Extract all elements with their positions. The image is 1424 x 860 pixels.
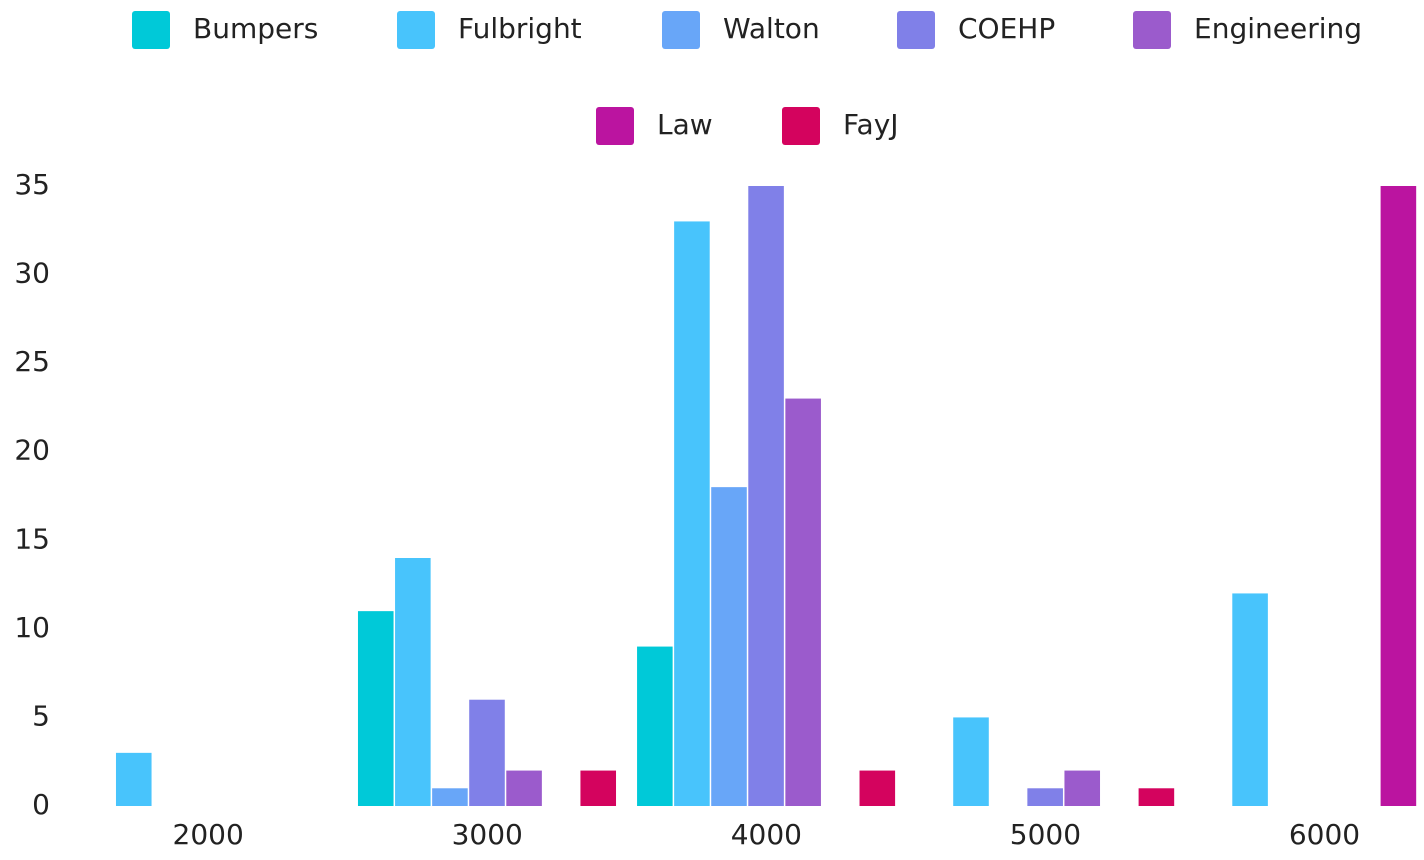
- y-tick-label: 20: [14, 434, 50, 467]
- legend-swatch: [662, 11, 700, 49]
- legend-label: Walton: [723, 12, 820, 45]
- bar: [711, 487, 747, 806]
- bar: [1064, 770, 1101, 806]
- bar: [580, 770, 617, 806]
- bar: [859, 770, 896, 806]
- bar: [748, 186, 784, 806]
- legend-swatch: [782, 107, 820, 145]
- y-tick-label: 15: [14, 522, 50, 555]
- bar: [506, 770, 542, 806]
- bar: [115, 752, 152, 806]
- bar: [785, 398, 821, 806]
- y-tick-label: 25: [14, 345, 50, 378]
- y-tick-label: 30: [14, 257, 50, 290]
- bar: [637, 646, 673, 806]
- x-tick-label: 5000: [1010, 818, 1081, 851]
- y-tick-label: 35: [14, 168, 50, 201]
- legend-swatch: [397, 11, 435, 49]
- legend-swatch: [1133, 11, 1171, 49]
- x-tick-label: 6000: [1289, 818, 1360, 851]
- y-tick-label: 10: [14, 611, 50, 644]
- x-tick-label: 3000: [452, 818, 523, 851]
- bar: [1027, 788, 1063, 806]
- legend-swatch: [897, 11, 935, 49]
- legend-swatch: [132, 11, 170, 49]
- bar: [1138, 788, 1175, 806]
- bar: [357, 611, 394, 806]
- bar: [953, 717, 989, 806]
- bar: [674, 221, 710, 806]
- y-tick-label: 5: [32, 699, 50, 732]
- legend-label: Fulbright: [458, 12, 582, 45]
- x-tick-label: 2000: [173, 818, 244, 851]
- bar: [1232, 593, 1268, 806]
- legend-label: Engineering: [1194, 12, 1362, 45]
- legend-swatch: [596, 107, 634, 145]
- x-tick-label: 4000: [731, 818, 802, 851]
- bar: [469, 699, 505, 806]
- legend-label: Law: [657, 108, 713, 141]
- bar: [432, 788, 468, 806]
- y-tick-label: 0: [32, 788, 50, 821]
- legend-label: FayJ: [843, 108, 899, 141]
- bar: [1380, 186, 1417, 806]
- legend-label: COEHP: [958, 12, 1055, 45]
- bar: [395, 558, 431, 806]
- legend-label: Bumpers: [193, 12, 318, 45]
